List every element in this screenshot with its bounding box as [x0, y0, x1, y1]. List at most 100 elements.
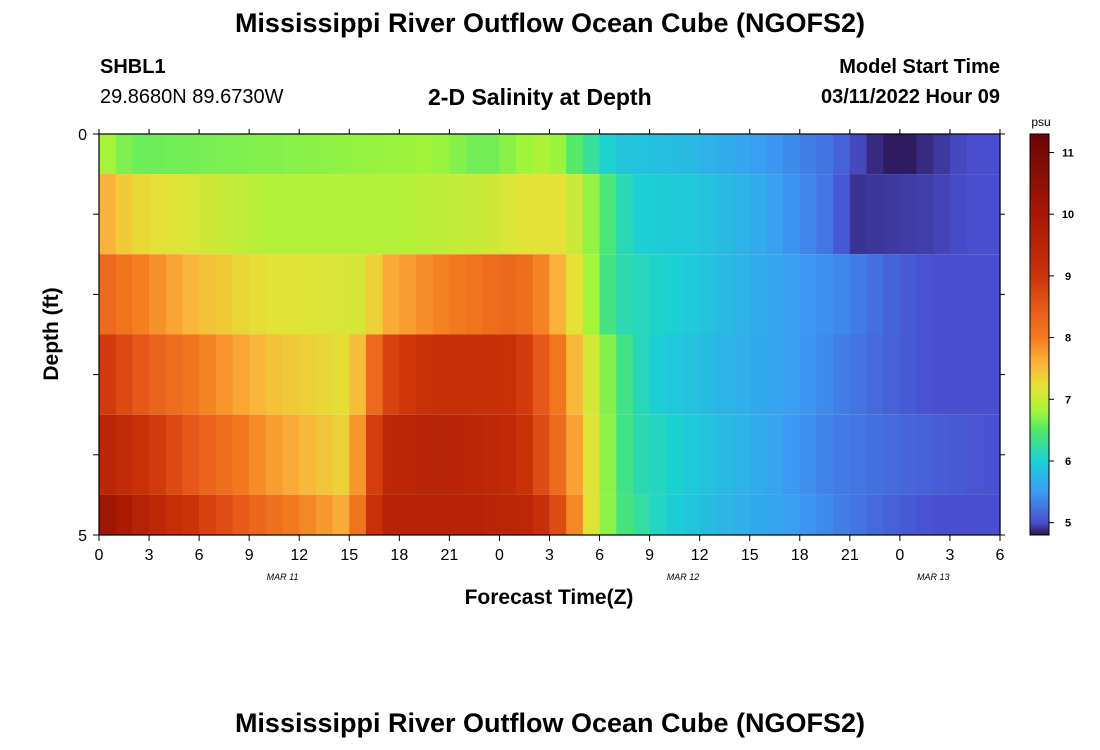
- heatmap-cell: [115, 254, 133, 335]
- heatmap-cell: [766, 254, 784, 335]
- heatmap-cell: [182, 134, 200, 175]
- heatmap-cell: [899, 254, 918, 335]
- heatmap-cell: [349, 174, 367, 255]
- heatmap-cell: [482, 254, 501, 335]
- heatmap-cell: [716, 414, 734, 495]
- heatmap-cell: [666, 334, 684, 415]
- heatmap-cell: [365, 254, 384, 335]
- heatmap-cell: [899, 414, 918, 495]
- heatmap-cell: [599, 334, 617, 415]
- heatmap-cell: [649, 414, 667, 495]
- heatmap-cell: [516, 334, 534, 415]
- heatmap-cell: [682, 494, 701, 535]
- heatmap-cell: [299, 494, 317, 535]
- heatmap-cell: [616, 254, 634, 335]
- heatmap-cell: [265, 334, 284, 415]
- heatmap-cell: [466, 494, 484, 535]
- heatmap-cell: [666, 494, 684, 535]
- heatmap-cell: [983, 134, 1001, 175]
- heatmap-cell: [749, 334, 768, 415]
- heatmap-cell: [966, 334, 984, 415]
- heatmap-cell: [499, 254, 517, 335]
- heatmap-cell: [165, 254, 184, 335]
- heatmap-cell: [349, 134, 367, 175]
- heatmap-cell: [599, 254, 617, 335]
- heatmap-cell: [99, 414, 117, 495]
- heatmap-cell: [365, 414, 384, 495]
- heatmap-cell: [215, 334, 234, 415]
- heatmap-cell: [933, 254, 951, 335]
- heatmap-cell: [749, 414, 768, 495]
- heatmap-cell: [466, 254, 484, 335]
- heatmap-cell: [866, 414, 884, 495]
- heatmap-cell: [516, 174, 534, 255]
- heatmap-cell: [132, 494, 150, 535]
- heatmap-cell: [849, 254, 868, 335]
- heatmap-cell: [799, 334, 818, 415]
- x-tick-label: 21: [841, 547, 859, 564]
- heatmap-cell: [582, 494, 601, 535]
- heatmap-cell: [382, 254, 400, 335]
- heatmap-cell: [332, 174, 350, 255]
- heatmap-cell: [733, 494, 751, 535]
- heatmap-cell: [466, 174, 484, 255]
- heatmap-cell: [249, 494, 267, 535]
- heatmap-cell: [215, 174, 234, 255]
- heatmap-cell: [249, 414, 267, 495]
- heatmap-cell: [199, 334, 217, 415]
- heatmap-cell: [199, 254, 217, 335]
- heatmap-cell: [282, 134, 300, 175]
- heatmap-cell: [566, 174, 584, 255]
- heatmap-cell: [399, 494, 417, 535]
- heatmap-cell: [783, 174, 801, 255]
- heatmap-cell: [132, 334, 150, 415]
- heatmap-cell: [165, 414, 184, 495]
- heatmap-cell: [549, 494, 567, 535]
- heatmap-cell: [549, 254, 567, 335]
- heatmap-cell: [182, 254, 200, 335]
- heatmap-cell: [215, 494, 234, 535]
- x-tick-label: 6: [195, 547, 204, 564]
- model-start-value: 03/11/2022 Hour 09: [820, 86, 1000, 108]
- heatmap-cell: [649, 494, 667, 535]
- heatmap-cell: [499, 414, 517, 495]
- chart-title: Mississippi River Outflow Ocean Cube (NG…: [234, 8, 866, 38]
- heatmap-cell: [749, 494, 768, 535]
- heatmap-cell: [365, 134, 384, 175]
- heatmap-cell: [466, 134, 484, 175]
- heatmap-cell: [666, 254, 684, 335]
- heatmap-cell: [833, 414, 851, 495]
- heatmap-cell: [532, 134, 551, 175]
- heatmap-cell: [682, 334, 701, 415]
- heatmap-cell: [149, 334, 167, 415]
- heatmap-cell: [282, 414, 300, 495]
- heatmap-cell: [916, 494, 934, 535]
- heatmap-cell: [866, 174, 884, 255]
- colorbar-gradient: [1029, 133, 1050, 536]
- heatmap-cell: [599, 174, 617, 255]
- model-start-label: Model Start Time: [839, 56, 1000, 78]
- heatmap-cell: [849, 334, 868, 415]
- heatmap-cell: [215, 254, 234, 335]
- heatmap-cell: [883, 134, 901, 175]
- heatmap-cell: [132, 134, 150, 175]
- heatmap-cell: [766, 334, 784, 415]
- heatmap-cell: [332, 494, 350, 535]
- heatmap-cell: [115, 134, 133, 175]
- heatmap-cell: [599, 134, 617, 175]
- heatmap-cell: [666, 414, 684, 495]
- heatmap-cell: [783, 414, 801, 495]
- heatmap-cell: [866, 494, 884, 535]
- heatmap-cell: [399, 134, 417, 175]
- heatmap-cell: [749, 254, 768, 335]
- salinity-heatmap-chart: 0 3 6 9 12 15 18 21 0 3 6 9 12 15 18 21 0 3 6 MAR 11 MAR 12 M…: [40, 115, 1074, 609]
- heatmap-cell: [516, 254, 534, 335]
- heatmap-cell: [449, 254, 467, 335]
- x-tick-label: 0: [495, 547, 504, 564]
- heatmap-cell: [816, 134, 834, 175]
- heatmap-cells: [99, 134, 1001, 535]
- date-label: MAR 12: [667, 572, 700, 582]
- heatmap-cell: [315, 414, 334, 495]
- y-tick-label: 0: [78, 127, 87, 144]
- heatmap-cell: [916, 414, 934, 495]
